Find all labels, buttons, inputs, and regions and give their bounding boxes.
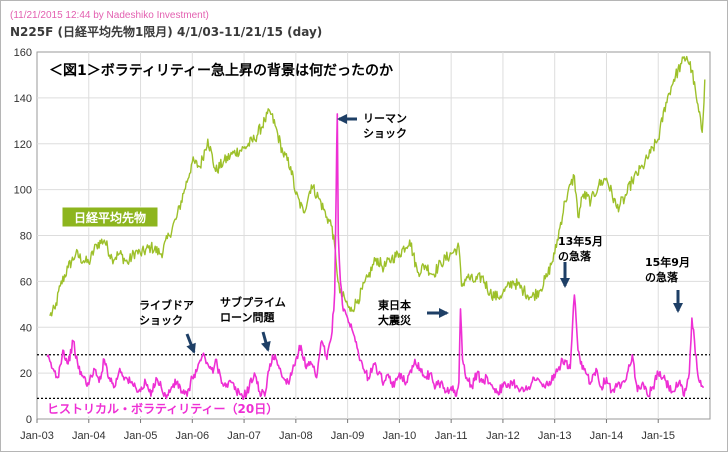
annotation-text: ショック (363, 127, 407, 140)
nikkei-label-box (61, 206, 159, 228)
y-tick-label: 80 (20, 231, 32, 243)
axis-labels: 0 20 40 60 80 100 120 140 160 Jan-03 Jan-04 Jan-05 J… (14, 47, 675, 442)
figure-title: ＜図1＞ボラティリティー急上昇の背景は何だったのか (49, 62, 393, 79)
annotation-arrowhead (337, 114, 347, 124)
x-tick-label: Jan-08 (279, 430, 313, 442)
annotation-arrowhead (186, 342, 196, 354)
y-tick-label: 0 (26, 414, 32, 426)
annotation-text: の急落 (645, 270, 679, 284)
x-tick-label: Jan-13 (538, 430, 572, 442)
y-tick-label: 20 (20, 368, 32, 380)
x-tick-label: Jan-10 (383, 430, 417, 442)
annotation-text: 大震災 (378, 313, 412, 327)
volatility-label-bg (45, 400, 299, 416)
volatility-label: ヒストリカル・ボラティリティー（20日） (45, 400, 299, 416)
series-line-volatility (46, 113, 704, 401)
annotation-arrowhead (560, 278, 570, 288)
series-line-nikkei (49, 55, 706, 317)
series-volatility (46, 113, 704, 401)
x-tick-label: Jan-07 (227, 430, 261, 442)
nikkei-label-text: 日経平均先物 (74, 210, 146, 225)
x-tick-label: Jan-03 (20, 430, 54, 442)
timestamp-text: (11/21/2015 12:44 by Nadeshiko Investmen… (10, 10, 209, 21)
nikkei-label: 日経平均先物 (61, 206, 159, 228)
annotation-text: サブプライム (220, 295, 286, 309)
annotation-arrowhead (261, 341, 271, 352)
y-tick-label: 40 (20, 322, 32, 334)
x-tick-label: Jan-15 (641, 430, 675, 442)
annotation-arrowhead (673, 303, 683, 313)
series-layer (46, 55, 706, 401)
annotation-text: 東日本 (378, 298, 411, 312)
x-tick-label: Jan-06 (175, 430, 209, 442)
annotation-text: リーマン (363, 112, 407, 125)
y-tick-label: 60 (20, 276, 32, 288)
annotation-arrowhead (439, 308, 449, 318)
annotation-text: ライブドア (139, 298, 194, 312)
chart-header-title: N225F (日経平均先物1限月) 4/1/03-11/21/15 (day) (10, 24, 322, 39)
x-tick-label: Jan-11 (435, 430, 468, 442)
volatility-label-text: ヒストリカル・ボラティリティー（20日） (47, 401, 278, 416)
annotation-text: ローン問題 (220, 311, 275, 324)
x-tick-label: Jan-14 (590, 430, 624, 442)
x-tick-label: Jan-04 (72, 430, 106, 442)
x-tick-label: Jan-05 (124, 430, 158, 442)
y-tick-label: 140 (14, 93, 32, 105)
y-tick-label: 100 (14, 185, 32, 197)
annotation-text: 15年9月 (645, 255, 690, 269)
annotation-text: 13年5月 (558, 234, 603, 248)
annotation-text: ショック (139, 314, 183, 327)
series-nikkei (49, 55, 706, 317)
annotations: リーマンショックライブドアショックサブプライムローン問題東日本大震災13年5月の… (139, 112, 690, 354)
x-tick-label: Jan-12 (486, 430, 520, 442)
annotation-text: の急落 (558, 249, 592, 263)
y-tick-label: 160 (14, 47, 32, 59)
y-tick-label: 120 (14, 139, 32, 151)
reference-lines (37, 354, 710, 400)
x-tick-label: Jan-09 (331, 430, 365, 442)
